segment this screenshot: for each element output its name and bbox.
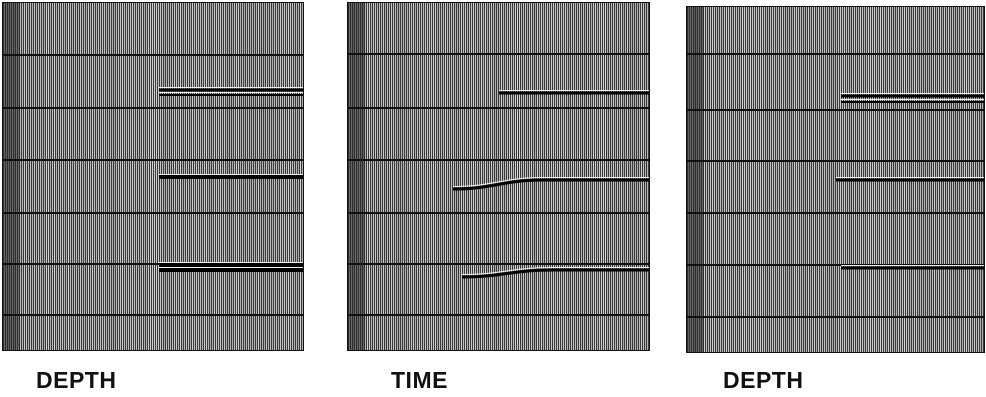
reflector-horizon bbox=[461, 268, 650, 279]
seismic-section bbox=[347, 2, 650, 351]
panel-frame bbox=[686, 6, 985, 353]
seismic-section bbox=[2, 2, 304, 351]
panel-edge-shading bbox=[686, 6, 704, 353]
seismic-panel-depth-right bbox=[686, 6, 985, 353]
panel-frame bbox=[2, 2, 304, 351]
panel-caption-time: TIME bbox=[391, 367, 448, 393]
seismic-panel-depth-left bbox=[2, 2, 304, 351]
reflector-highlight bbox=[452, 177, 650, 187]
panel-frame bbox=[347, 2, 650, 351]
reflector-horizon bbox=[452, 178, 650, 191]
panel-caption-depth-right: DEPTH bbox=[723, 367, 804, 393]
seismic-panel-time bbox=[347, 2, 650, 351]
seismic-section bbox=[686, 6, 985, 353]
panel-caption-depth-left: DEPTH bbox=[36, 367, 117, 393]
reflector-highlight bbox=[461, 267, 650, 275]
